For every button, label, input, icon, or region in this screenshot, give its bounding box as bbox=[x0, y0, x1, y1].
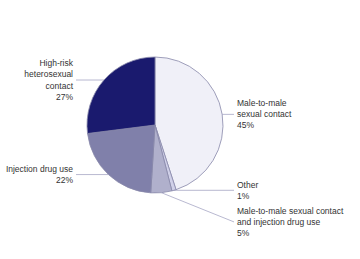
slice-label-line: and injection drug use bbox=[237, 217, 320, 227]
leader-line bbox=[174, 190, 234, 191]
chart: Male-to-malesexual contact45% Other1% Male… bbox=[0, 0, 360, 259]
slice-label-line: heterosexual bbox=[24, 69, 73, 79]
slice-label: High-riskheterosexual contact27% bbox=[24, 58, 73, 101]
slice-label-line: 22% bbox=[56, 175, 73, 185]
slice-label: Male-to-malesexual contact45% bbox=[237, 98, 292, 130]
labels: Male-to-malesexual contact45% Other1% Male… bbox=[6, 58, 344, 238]
slice-label-line: 1% bbox=[237, 191, 250, 201]
slice-label-line: 27% bbox=[56, 92, 73, 102]
pie-slice bbox=[88, 125, 155, 193]
slice-label-line: Male-to-male bbox=[237, 98, 287, 108]
pie bbox=[87, 57, 223, 193]
leader-line bbox=[76, 174, 108, 175]
leader-line bbox=[76, 80, 104, 81]
slice-label-line: contact bbox=[46, 81, 74, 91]
slice-label-line: Other bbox=[237, 180, 258, 190]
slice-label-line: 5% bbox=[237, 228, 250, 238]
slice-label: Injection drug use22% bbox=[6, 164, 74, 185]
slice-label-line: Injection drug use bbox=[6, 164, 73, 174]
slice-label: Male-to-male sexual contactand injection… bbox=[237, 206, 344, 238]
slice-label: Other1% bbox=[237, 180, 258, 201]
slice-label-line: sexual contact bbox=[237, 109, 292, 119]
pie-slice bbox=[87, 57, 155, 134]
slice-label-line: Male-to-male sexual contact bbox=[237, 206, 344, 216]
leader-line bbox=[161, 193, 234, 222]
slice-label-line: 45% bbox=[237, 120, 254, 130]
leader-line bbox=[222, 114, 234, 115]
slice-label-line: High-risk bbox=[39, 58, 73, 68]
